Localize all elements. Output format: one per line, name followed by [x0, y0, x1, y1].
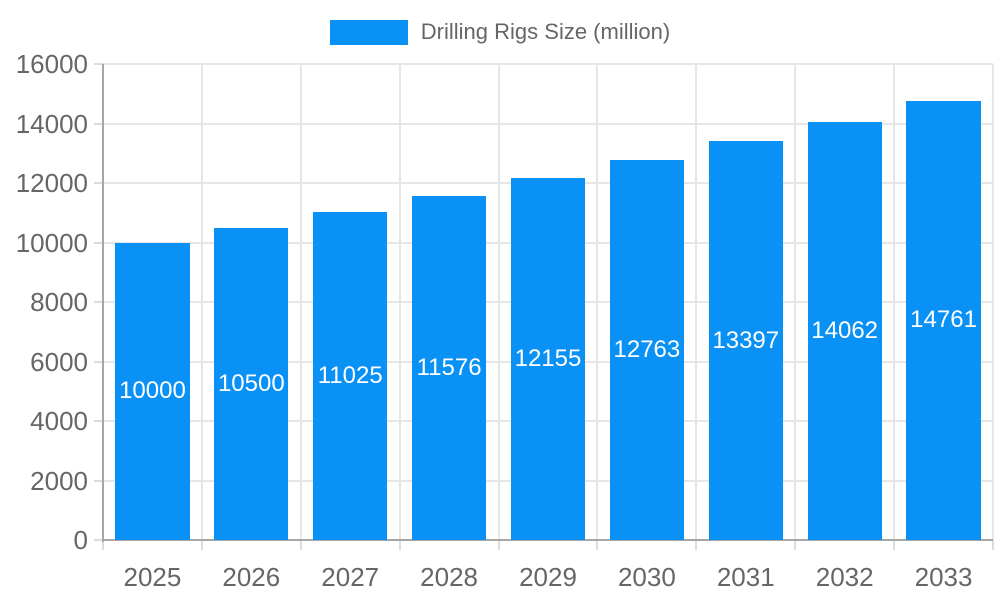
- gridline-vertical: [695, 64, 698, 540]
- x-axis-category-label: 2025: [123, 562, 182, 592]
- bar-2030[interactable]: 12763: [609, 160, 684, 540]
- bar-2031[interactable]: 13397: [708, 141, 783, 540]
- y-axis-line: [102, 64, 104, 542]
- bar-2027[interactable]: 11025: [313, 212, 388, 540]
- x-tick-mark: [102, 540, 104, 550]
- x-axis-category-label: 2032: [815, 562, 874, 592]
- y-tick-mark: [94, 182, 103, 184]
- y-axis-tick-label: 0: [73, 525, 88, 555]
- y-tick-mark: [94, 63, 103, 65]
- y-tick-mark: [94, 539, 103, 541]
- gridline-vertical: [299, 64, 302, 540]
- x-tick-mark: [992, 540, 994, 550]
- x-tick-mark: [695, 540, 698, 550]
- legend[interactable]: Drilling Rigs Size (million): [0, 16, 1000, 48]
- bar-2029[interactable]: 12155: [510, 178, 586, 540]
- gridline-vertical: [200, 64, 203, 540]
- x-axis-category-label: 2031: [716, 562, 775, 592]
- y-tick-mark: [94, 241, 103, 244]
- bar-value-label: 14761: [910, 306, 977, 334]
- y-axis-tick-label: 10000: [15, 227, 88, 258]
- legend-label: Drilling Rigs Size (million): [420, 19, 671, 44]
- y-axis-tick-label: 14000: [15, 108, 88, 139]
- x-axis-category-label: 2027: [321, 562, 380, 592]
- x-tick-mark: [299, 540, 302, 550]
- x-axis-category-label: 2033: [914, 562, 973, 592]
- bar-2033[interactable]: 14761: [906, 100, 981, 540]
- x-tick-mark: [893, 540, 896, 550]
- bar-value-label: 11025: [317, 361, 383, 389]
- y-axis-tick-label: 4000: [30, 406, 88, 436]
- gridline-vertical: [497, 64, 500, 540]
- legend-swatch: [329, 19, 408, 45]
- bar-value-label: 14062: [811, 316, 879, 344]
- y-tick-mark: [94, 479, 103, 482]
- gridline-horizontal: [103, 122, 993, 125]
- x-tick-mark: [398, 540, 401, 550]
- y-axis-tick-label: 12000: [15, 168, 88, 198]
- gridline-vertical: [596, 64, 599, 540]
- y-axis-tick-label: 16000: [15, 49, 88, 79]
- x-axis-line: [103, 539, 993, 541]
- y-axis-tick-label: 8000: [30, 287, 88, 317]
- y-tick-mark: [94, 301, 103, 303]
- x-axis-category-label: 2028: [420, 562, 479, 592]
- gridline-vertical: [992, 64, 994, 540]
- x-axis-category-label: 2026: [222, 562, 281, 592]
- x-tick-mark: [794, 540, 797, 550]
- bar-2026[interactable]: 10500: [214, 227, 289, 540]
- bar-value-label: 10000: [119, 377, 186, 405]
- y-tick-mark: [94, 360, 103, 363]
- gridline-horizontal: [103, 63, 993, 65]
- x-tick-mark: [200, 540, 203, 550]
- gridline-vertical: [794, 64, 797, 540]
- y-tick-mark: [94, 420, 103, 422]
- gridline-vertical: [398, 64, 401, 540]
- bar-value-label: 13397: [712, 326, 780, 354]
- x-tick-mark: [596, 540, 599, 550]
- y-axis-tick-label: 6000: [30, 346, 88, 377]
- bar-2028[interactable]: 11576: [412, 195, 487, 540]
- bar-value-label: 10500: [217, 369, 285, 397]
- bar-2032[interactable]: 14062: [807, 121, 882, 540]
- x-axis-category-label: 2030: [617, 562, 676, 592]
- bar-value-label: 12155: [514, 345, 582, 373]
- bar-2025[interactable]: 10000: [115, 242, 190, 540]
- x-tick-mark: [497, 540, 500, 550]
- bar-value-label: 11576: [416, 353, 482, 381]
- y-tick-mark: [94, 122, 103, 125]
- gridline-vertical: [893, 64, 896, 540]
- bar-value-label: 12763: [613, 336, 681, 364]
- x-axis-category-label: 2029: [519, 562, 577, 592]
- y-axis-tick-label: 2000: [30, 465, 88, 496]
